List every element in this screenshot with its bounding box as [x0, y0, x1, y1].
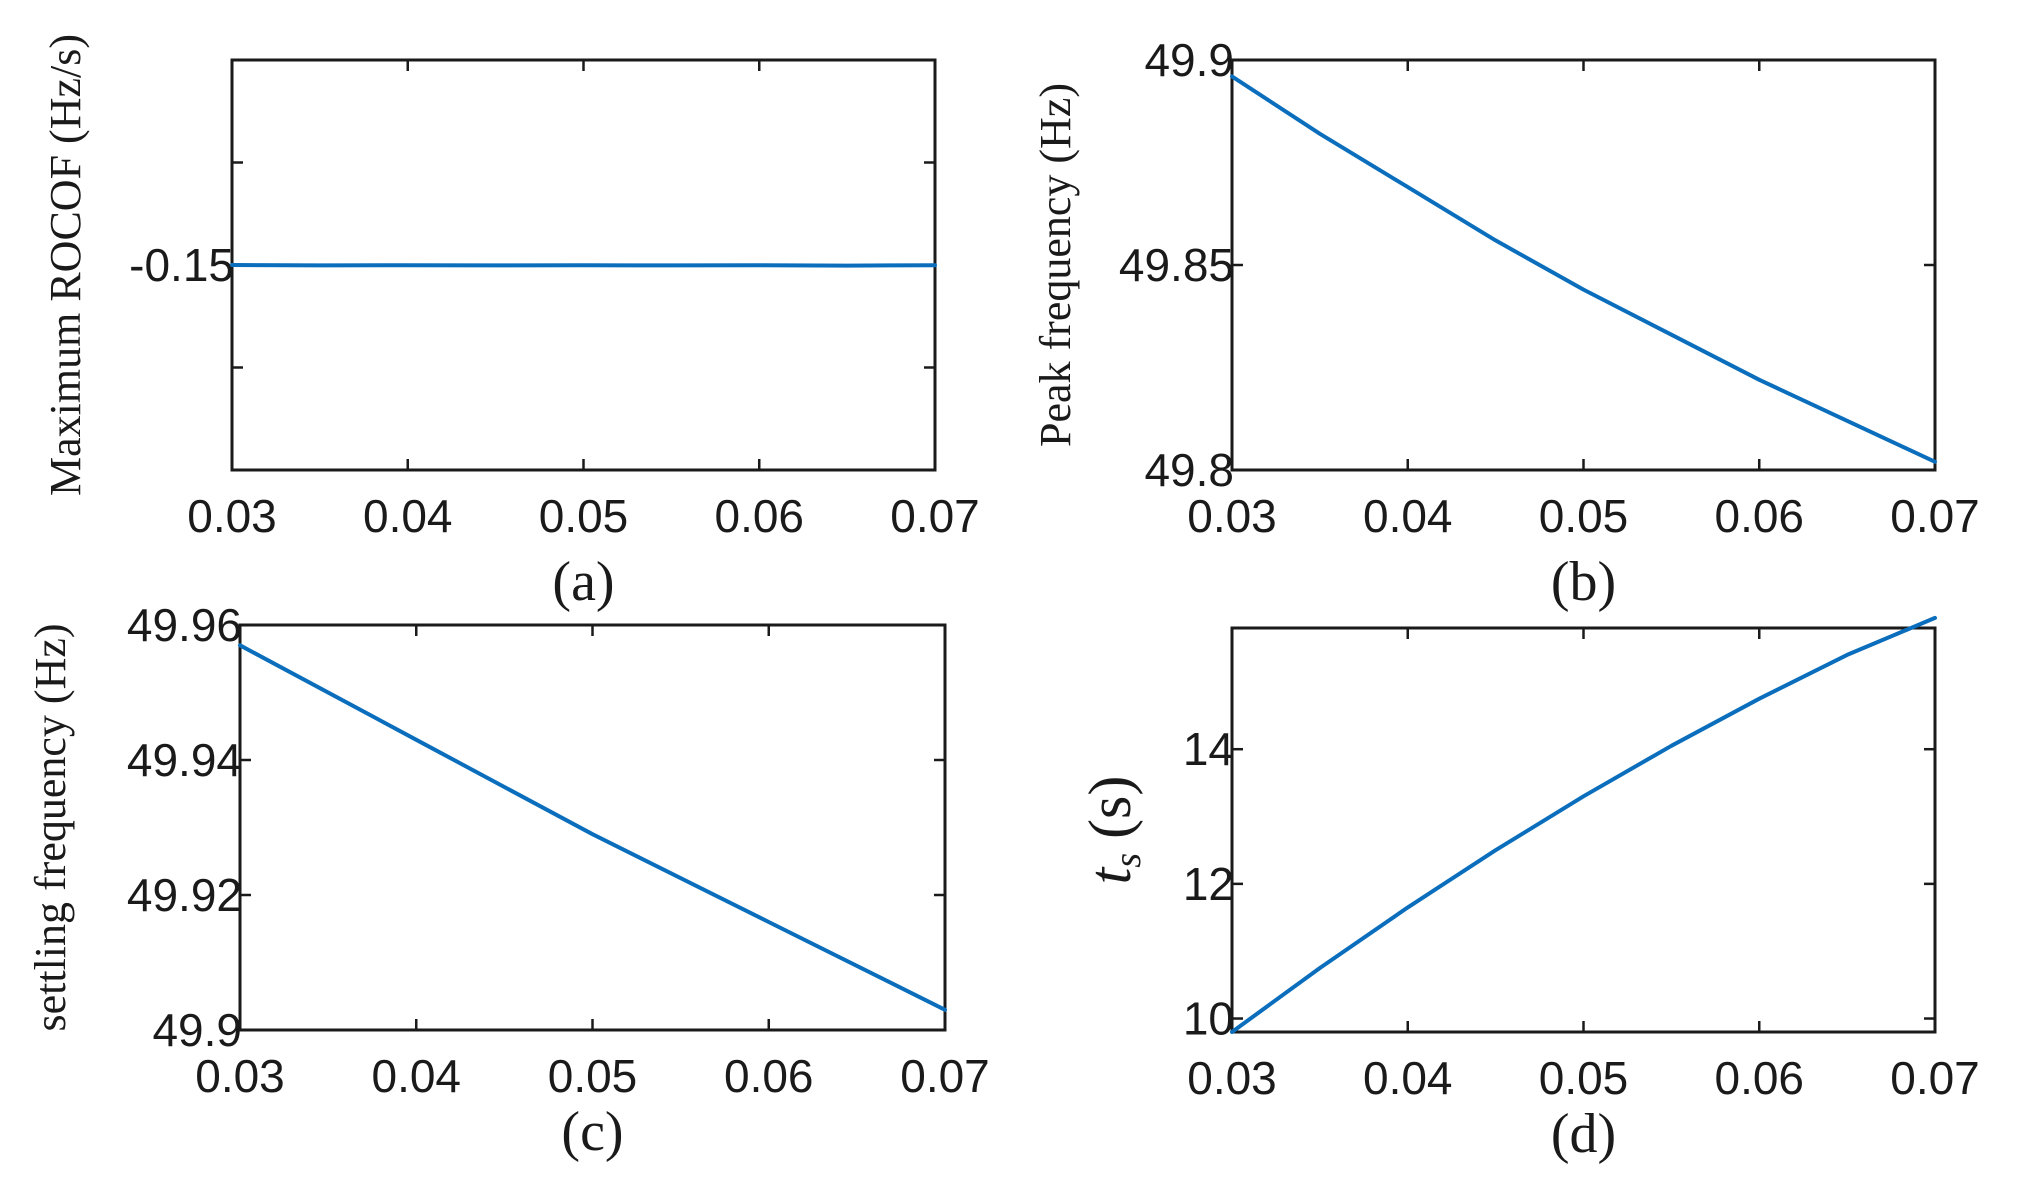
- x-tick-label-d-3: 0.06: [1714, 1052, 1804, 1104]
- x-tick-label-d-0: 0.03: [1187, 1052, 1277, 1104]
- panel-a: 0.03 0.04 0.05 0.06 0.07 -0.15 Maximum ROCOF …: [41, 34, 980, 613]
- y-axis-label-d-main: t: [1077, 866, 1143, 884]
- x-tick-label-c-2: 0.05: [548, 1050, 638, 1102]
- axis-ticks-a: 0.03 0.04 0.05 0.06 0.07 -0.15: [129, 60, 980, 542]
- line-series-a: [230, 263, 937, 268]
- x-tick-label-d-2: 0.05: [1539, 1052, 1629, 1104]
- x-tick-label-d-4: 0.07: [1890, 1052, 1980, 1104]
- y-tick-label-c-1: 49.92: [127, 869, 242, 921]
- y-axis-label-d-sub: s: [1107, 853, 1149, 868]
- panel-b: 0.03 0.04 0.05 0.06 0.07 49.8 49.85 49.9 Peak f…: [1031, 34, 1980, 613]
- y-tick-label-a-1: -0.15: [129, 239, 234, 291]
- x-tick-label-b-4: 0.07: [1890, 490, 1980, 542]
- x-tick-label-a-1: 0.04: [363, 490, 453, 542]
- y-tick-label-c-0: 49.9: [152, 1004, 242, 1056]
- y-tick-label-b-0: 49.8: [1144, 444, 1234, 496]
- x-tick-label-a-2: 0.05: [539, 490, 629, 542]
- panel-c: 0.03 0.04 0.05 0.06 0.0749.949.9249.9449.96 …: [26, 599, 990, 1163]
- y-tick-label-b-1: 49.85: [1119, 239, 1234, 291]
- x-tick-label-c-3: 0.06: [724, 1050, 814, 1102]
- x-tick-label-b-2: 0.05: [1539, 490, 1629, 542]
- line-series-b: [1230, 74, 1937, 464]
- caption-c: (c): [561, 1101, 623, 1163]
- x-tick-label-a-4: 0.07: [890, 490, 980, 542]
- panel-d: 0.03 0.04 0.05 0.06 0.07 10 12 14 ts (s) (d): [1077, 615, 1980, 1165]
- y-tick-label-b-2: 49.9: [1144, 34, 1234, 86]
- y-tick-label-c-2: 49.94: [127, 734, 242, 786]
- x-tick-label-d-1: 0.04: [1363, 1052, 1453, 1104]
- x-tick-label-c-4: 0.07: [900, 1050, 990, 1102]
- y-tick-label-d-2: 14: [1183, 723, 1234, 775]
- axis-ticks-b: 0.03 0.04 0.05 0.06 0.07 49.8 49.85 49.9: [1119, 34, 1980, 542]
- caption-b: (b): [1551, 551, 1616, 613]
- y-axis-label-c: settling frequency (Hz): [26, 623, 75, 1031]
- y-axis-label-a: Maximum ROCOF (Hz/s): [41, 34, 90, 496]
- x-tick-label-c-0: 0.03: [195, 1050, 285, 1102]
- y-axis-label-d: ts (s): [1077, 776, 1149, 885]
- axis-ticks-c: 0.03 0.04 0.05 0.06 0.07 49.9 49.92 49.94 49.96: [127, 599, 990, 1102]
- y-axis-label-b: Peak frequency (Hz): [1031, 83, 1080, 447]
- x-tick-label-c-1: 0.04: [371, 1050, 461, 1102]
- y-tick-label-d-0: 10: [1183, 993, 1234, 1045]
- caption-a: (a): [552, 551, 614, 613]
- x-tick-label-a-0: 0.03: [187, 490, 277, 542]
- x-tick-label-b-1: 0.04: [1363, 490, 1453, 542]
- y-tick-label-d-1: 12: [1183, 858, 1234, 910]
- y-tick-label-c-3: 49.96: [127, 599, 242, 651]
- plot-frame-c: [238, 623, 947, 1032]
- line-series-c: [238, 643, 947, 1012]
- plot-frame-b: [1230, 58, 1937, 472]
- x-tick-label-b-3: 0.06: [1714, 490, 1804, 542]
- y-axis-label-d-unit: (s): [1077, 776, 1143, 839]
- x-tick-label-a-3: 0.06: [714, 490, 804, 542]
- axis-ticks-d: 0.03 0.04 0.05 0.06 0.07 10 12 14: [1183, 628, 1980, 1104]
- plot-frame-d: [1230, 626, 1937, 1034]
- x-tick-label-b-0: 0.03: [1187, 490, 1277, 542]
- caption-d: (d): [1551, 1103, 1616, 1165]
- line-series-d: [1230, 615, 1937, 1034]
